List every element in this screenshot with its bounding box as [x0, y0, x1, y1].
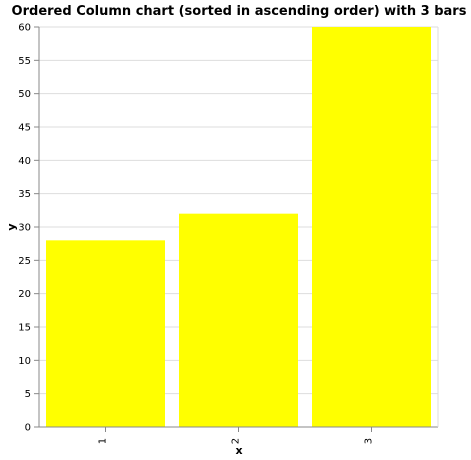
bar-2: [179, 213, 298, 427]
y-tick-label: 55: [18, 56, 31, 67]
y-tick-label: 30: [18, 223, 31, 234]
y-tick-label: 10: [18, 356, 31, 367]
y-tick-label: 20: [18, 289, 31, 300]
y-tick-label: 50: [18, 89, 31, 100]
y-tick-label: 60: [18, 23, 31, 34]
bar-1: [46, 240, 165, 427]
y-tick-label: 35: [18, 189, 31, 200]
y-tick-label: 45: [18, 123, 31, 134]
y-tick-label: 5: [25, 389, 31, 400]
y-tick-label: 0: [25, 423, 31, 434]
chart-title: Ordered Column chart (sorted in ascendin…: [12, 4, 467, 19]
axes: 0 5 10 15 20 25 30 35 40 45 50 55 60 1 2 3: [18, 23, 439, 444]
y-tick-label: 25: [18, 256, 31, 267]
x-tick-label-2: 2: [231, 438, 242, 444]
bar-3: [312, 27, 431, 427]
y-tick-label: 15: [18, 323, 31, 334]
y-tick-label: 40: [18, 156, 31, 167]
x-tick-label-3: 3: [364, 438, 375, 444]
bars: [46, 27, 431, 427]
x-axis-title: x: [235, 444, 242, 457]
x-tick-label-1: 1: [98, 438, 109, 444]
y-axis-title: y: [5, 223, 18, 230]
